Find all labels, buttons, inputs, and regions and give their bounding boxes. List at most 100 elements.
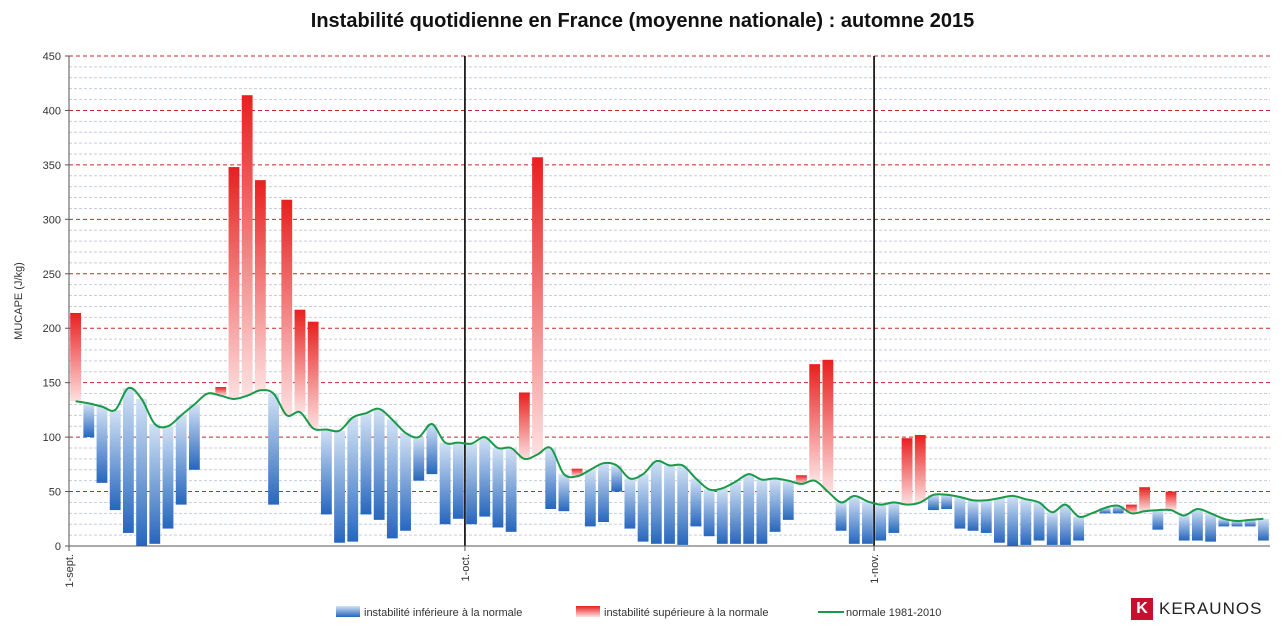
legend-label: normale 1981-2010	[846, 607, 941, 619]
bar-below-normal	[1257, 518, 1269, 541]
y-tick-label: 100	[43, 432, 61, 444]
bar-below-normal	[664, 465, 675, 544]
legend: instabilité inférieure à la normale insta…	[336, 606, 941, 619]
bar-below-normal	[505, 448, 517, 532]
bar-above-normal	[1139, 487, 1151, 512]
y-tick-label: 200	[43, 323, 61, 335]
bar-below-normal	[782, 480, 794, 520]
bar-below-normal	[954, 497, 966, 529]
legend-swatch-below	[336, 606, 360, 617]
bar-above-normal	[532, 157, 543, 455]
bar-below-normal	[967, 500, 979, 531]
y-tick-label: 350	[43, 160, 61, 172]
bar-below-normal	[584, 469, 596, 527]
bar-below-normal	[624, 478, 636, 529]
legend-label: instabilité supérieure à la normale	[604, 607, 768, 619]
bar-below-normal	[188, 404, 200, 470]
bar-above-normal	[294, 309, 306, 413]
bar-below-normal	[175, 415, 187, 505]
bar-below-normal	[1060, 504, 1071, 545]
normal-line	[75, 386, 1264, 523]
bar-below-normal	[545, 448, 557, 509]
bar-below-normal	[426, 424, 438, 475]
bar-below-normal	[1231, 520, 1243, 527]
bar-below-normal	[479, 437, 491, 517]
bar-below-normal	[875, 504, 887, 541]
bar-below-normal	[1178, 515, 1190, 541]
y-tick-label: 150	[43, 378, 61, 390]
legend-swatch-above	[576, 606, 600, 617]
bar-above-normal	[518, 392, 530, 459]
bar-below-normal	[637, 474, 649, 542]
x-tick-label: 1-oct.	[460, 554, 472, 582]
bar-above-normal	[228, 167, 240, 399]
bar-below-normal	[360, 413, 372, 515]
bar-below-normal	[373, 408, 385, 520]
bar-below-normal	[109, 409, 121, 511]
bar-above-normal	[281, 199, 293, 416]
bar-below-normal	[1192, 508, 1203, 541]
bar-above-normal	[796, 475, 807, 484]
bar-below-normal	[1020, 499, 1032, 545]
bar-below-normal	[703, 489, 715, 537]
bar-below-normal	[941, 494, 953, 509]
brand-name: KERAUNOS	[1159, 599, 1263, 618]
bar-below-normal	[400, 432, 411, 531]
bar-below-normal	[1073, 516, 1085, 541]
y-tick-label: 450	[43, 51, 61, 63]
keraunos-logo-icon: K	[1131, 598, 1153, 620]
bar-below-normal	[386, 419, 398, 539]
bar-below-normal	[928, 494, 939, 511]
bar-above-normal	[822, 359, 834, 492]
axes: 0 50 100 150 200 250 300 350 400 450 1-sept. 1-oct.…	[13, 51, 1270, 588]
bar-above-normal	[901, 438, 913, 505]
bar-below-normal	[743, 474, 755, 544]
y-tick-label: 300	[43, 214, 61, 226]
bar-above-normal	[70, 312, 82, 402]
bar-below-normal	[96, 406, 108, 483]
bar-below-normal	[1099, 507, 1111, 514]
bar-below-normal	[1244, 519, 1256, 527]
bar-below-normal	[122, 388, 134, 533]
bar-below-normal	[730, 481, 741, 544]
y-tick-label: 250	[43, 269, 61, 281]
bar-below-normal	[848, 495, 860, 544]
bar-below-normal	[83, 403, 95, 438]
bar-above-normal	[215, 387, 227, 396]
bar-below-normal	[1112, 505, 1124, 514]
normal-line-layer	[75, 386, 1264, 523]
bar-below-normal	[162, 426, 174, 529]
bar-below-normal	[690, 478, 702, 527]
bar-below-normal	[1205, 513, 1217, 542]
bar-below-normal	[650, 461, 662, 544]
bar-below-normal	[769, 478, 781, 532]
bar-below-normal	[320, 429, 332, 515]
bar-below-normal	[466, 443, 477, 525]
bar-below-normal	[1007, 495, 1019, 546]
chart-title: Instabilité quotidienne en France (moyen…	[310, 10, 975, 32]
bar-below-normal	[268, 393, 279, 505]
bar-above-normal	[571, 468, 583, 477]
bar-below-normal	[347, 417, 359, 542]
bar-above-normal	[241, 95, 253, 396]
bar-below-normal	[835, 502, 847, 531]
bar-below-normal	[334, 430, 345, 543]
bar-below-normal	[492, 448, 504, 528]
bar-below-normal	[413, 437, 425, 481]
bar-below-normal	[1046, 512, 1058, 545]
legend-label: instabilité inférieure à la normale	[364, 607, 522, 619]
bars	[70, 95, 1269, 546]
x-tick-label: 1-nov.	[869, 554, 881, 584]
bar-below-normal	[1218, 518, 1230, 527]
y-tick-label: 0	[55, 541, 61, 553]
bar-above-normal	[809, 364, 821, 481]
bar-above-normal	[1126, 504, 1137, 514]
bar-below-normal	[980, 500, 992, 533]
bar-below-normal	[149, 424, 161, 544]
bar-below-normal	[716, 488, 728, 544]
brand-logo-block: K KERAUNOS	[1131, 597, 1262, 621]
bar-below-normal	[888, 502, 900, 533]
x-tick-label: 1-sept.	[64, 554, 76, 588]
bar-below-normal	[994, 498, 1005, 543]
bar-below-normal	[558, 474, 570, 512]
